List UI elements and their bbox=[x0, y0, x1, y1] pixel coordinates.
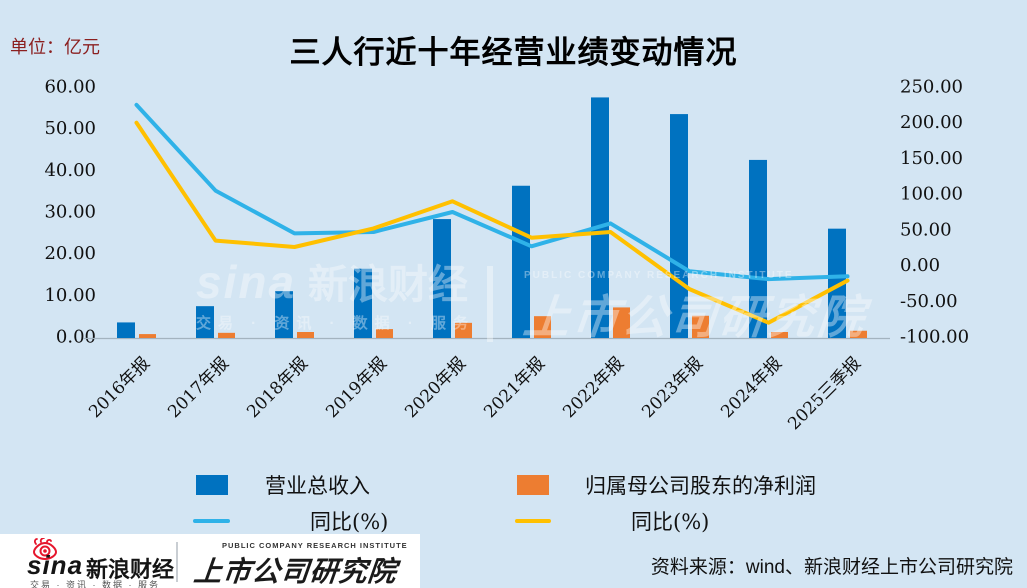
footer-sina-script: sina bbox=[27, 550, 84, 580]
x-axis-label: 2022年报 bbox=[559, 353, 628, 422]
legend-label-net-profit: 归属母公司股东的净利润 bbox=[585, 474, 816, 498]
left-axis-tick-label: 40.00 bbox=[44, 160, 96, 181]
net-profit-swatch bbox=[517, 475, 549, 495]
net-profit-yoy-swatch bbox=[515, 519, 551, 523]
net-profit-bar bbox=[692, 315, 709, 338]
net-profit-yoy-line bbox=[134, 120, 850, 325]
footer-separator bbox=[176, 542, 178, 582]
right-axis-tick-label: 150.00 bbox=[900, 148, 963, 169]
net-profit-bar bbox=[376, 329, 393, 338]
left-axis-tick-label: 60.00 bbox=[44, 77, 96, 98]
revenue-bar bbox=[512, 185, 530, 338]
x-axis-label: 2016年报 bbox=[85, 353, 154, 422]
legend-item-net-profit-yoy: 同比(%) bbox=[515, 506, 709, 536]
sina-eye-icon bbox=[32, 538, 58, 560]
right-axis-tick-label: 0.00 bbox=[900, 255, 940, 276]
revenue-yoy-swatch bbox=[193, 519, 230, 523]
watermark-divider bbox=[487, 266, 493, 342]
revenue-swatch bbox=[196, 475, 228, 495]
chart-title: 三人行近十年经营业绩变动情况 bbox=[289, 35, 738, 70]
revenue-bar bbox=[433, 219, 451, 338]
revenue-bar bbox=[275, 291, 293, 338]
chart-plot-area: 60.00 50.00 40.00 30.00 20.00 10.00 0.00 250.00… bbox=[44, 77, 969, 435]
revenue-yoy-line bbox=[134, 102, 850, 282]
revenue-bar bbox=[354, 268, 372, 338]
legend-label-revenue-yoy: 同比(%) bbox=[310, 510, 389, 534]
source-text: 资料来源：wind、新浪财经上市公司研究院 bbox=[650, 557, 1013, 578]
left-axis-tick-label: 50.00 bbox=[44, 118, 96, 139]
net-profit-bar bbox=[218, 332, 235, 338]
right-axis-tick-label: -100.00 bbox=[900, 327, 969, 348]
x-axis-label: 2020年报 bbox=[401, 353, 470, 422]
x-axis-label: 2017年报 bbox=[164, 353, 233, 422]
x-axis-label: 2025三季报 bbox=[784, 353, 865, 434]
x-axis-label: 2023年报 bbox=[638, 353, 707, 422]
revenue-bar bbox=[828, 228, 846, 338]
footer-institute-en: PUBLIC COMPANY RESEARCH INSTITUTE bbox=[222, 541, 408, 550]
footer-logo-bar: sina 新浪财经 交易 · 资讯 · 数据 · 服务 PUBLIC COMPA… bbox=[0, 534, 420, 588]
net-profit-bar bbox=[771, 332, 788, 338]
legend-label-revenue: 营业总收入 bbox=[265, 474, 370, 498]
revenue-bar bbox=[591, 97, 609, 339]
legend-item-net-profit: 归属母公司股东的净利润 bbox=[517, 470, 816, 500]
legend-label-net-profit-yoy: 同比(%) bbox=[631, 510, 710, 534]
net-profit-bar bbox=[613, 307, 630, 338]
footer-sina-tagline: 交易 · 资讯 · 数据 · 服务 bbox=[30, 580, 160, 588]
right-axis-tick-label: 250.00 bbox=[900, 77, 963, 98]
footer-institute-logo: PUBLIC COMPANY RESEARCH INSTITUTE 上市公司研究… bbox=[192, 541, 408, 588]
net-profit-bar bbox=[534, 316, 551, 338]
revenue-bar bbox=[670, 114, 688, 338]
unit-label: 单位：亿元 bbox=[10, 37, 100, 58]
revenue-bar bbox=[749, 159, 767, 338]
left-axis-tick-label: 0.00 bbox=[56, 327, 96, 348]
right-axis-tick-label: 50.00 bbox=[900, 219, 952, 240]
right-axis-tick-label: 200.00 bbox=[900, 112, 963, 133]
footer-institute-cn: 上市公司研究院 bbox=[192, 556, 399, 587]
left-axis-tick-label: 30.00 bbox=[44, 202, 96, 223]
x-axis-label: 2019年报 bbox=[322, 353, 391, 422]
left-axis-tick-label: 10.00 bbox=[44, 285, 96, 306]
revenue-bar bbox=[196, 306, 214, 338]
net-profit-bar bbox=[850, 330, 867, 338]
legend-item-revenue: 营业总收入 bbox=[196, 470, 370, 500]
x-axis-label: 2021年报 bbox=[480, 353, 549, 422]
net-profit-bar bbox=[455, 322, 472, 338]
net-profit-bar bbox=[297, 332, 314, 338]
footer-sina-name: 新浪财经 bbox=[86, 557, 175, 582]
right-axis-tick-label: 100.00 bbox=[900, 184, 963, 205]
revenue-bar bbox=[117, 322, 135, 338]
left-axis-tick-label: 20.00 bbox=[44, 243, 96, 264]
right-axis-tick-label: -50.00 bbox=[900, 291, 958, 312]
net-profit-bar bbox=[139, 334, 156, 338]
x-axis-label: 2024年报 bbox=[717, 353, 786, 422]
legend-item-revenue-yoy: 同比(%) bbox=[193, 506, 388, 536]
x-axis-label: 2018年报 bbox=[243, 353, 312, 422]
